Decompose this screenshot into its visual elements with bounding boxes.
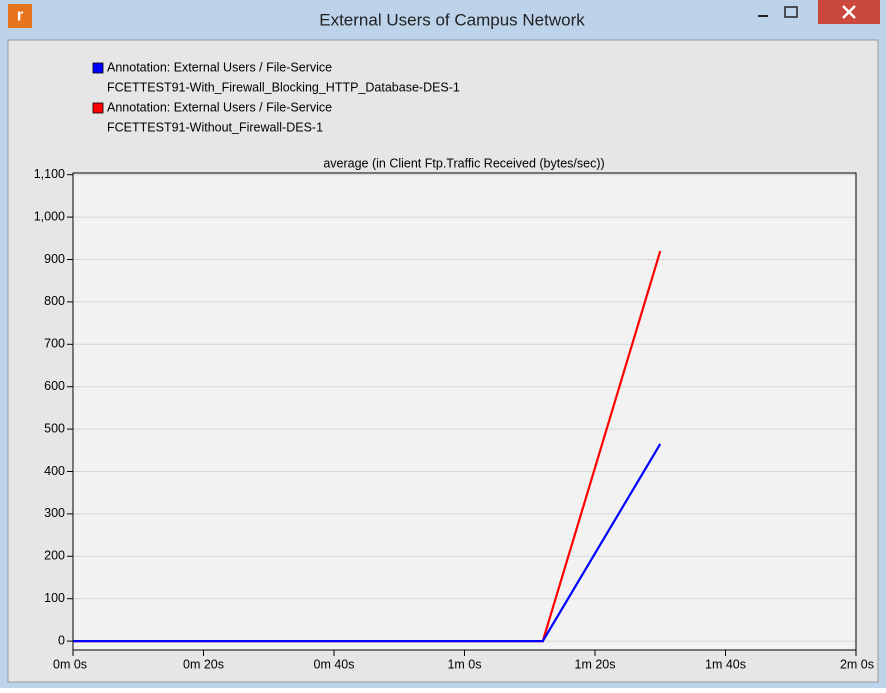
y-tick-label: 600	[44, 379, 65, 393]
y-tick-label: 800	[44, 294, 65, 308]
y-tick-label: 400	[44, 464, 65, 478]
y-tick-label: 200	[44, 549, 65, 563]
y-tick-label: 1,100	[34, 167, 65, 181]
y-tick-label: 700	[44, 337, 65, 351]
y-tick-label: 500	[44, 421, 65, 435]
x-tick-label: 1m 20s	[575, 657, 616, 671]
app-icon-glyph: r	[17, 5, 24, 24]
y-tick-label: 300	[44, 506, 65, 520]
legend-swatch	[92, 102, 104, 114]
maximize-button[interactable]	[784, 6, 798, 18]
legend-label: FCETTEST91-Without_Firewall-DES-1	[107, 120, 323, 134]
window-title: External Users of Campus Network	[319, 10, 585, 29]
x-tick-label: 2m 0s	[840, 657, 874, 671]
x-tick-label: 0m 20s	[183, 657, 224, 671]
close-glyph	[842, 5, 856, 19]
x-tick-label: 1m 40s	[705, 657, 746, 671]
app-icon	[8, 4, 32, 28]
legend-label: FCETTEST91-With_Firewall_Blocking_HTTP_D…	[107, 80, 460, 94]
plot-area	[72, 172, 857, 651]
y-tick-label: 100	[44, 591, 65, 605]
x-tick-label: 0m 0s	[53, 657, 87, 671]
y-tick-label: 1,000	[34, 209, 65, 223]
series-line	[73, 443, 662, 643]
x-tick-label: 1m 0s	[447, 657, 481, 671]
legend-swatch	[92, 62, 104, 74]
x-tick-label: 0m 40s	[314, 657, 355, 671]
legend-annotation: Annotation: External Users / File-Servic…	[107, 100, 332, 114]
chart-subtitle: average (in Client Ftp.Traffic Received …	[323, 156, 604, 170]
y-tick-label: 900	[44, 252, 65, 266]
y-tick-label: 0	[58, 633, 65, 647]
legend-annotation: Annotation: External Users / File-Servic…	[107, 60, 332, 74]
